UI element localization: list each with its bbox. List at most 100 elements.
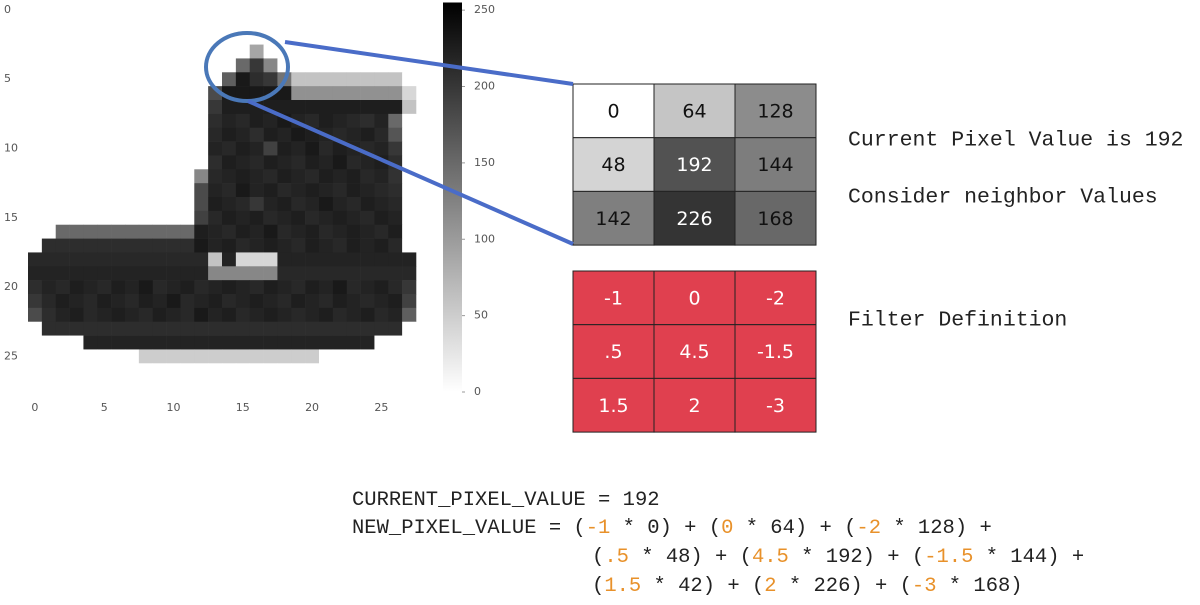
neighbor-cell [653,83,736,139]
pixel [263,58,278,73]
pixel [180,30,195,45]
pixel [402,44,417,59]
pixel [277,280,292,295]
pixel [332,335,348,350]
pixel [402,377,417,392]
pixel [277,127,292,142]
pixel [166,280,181,295]
colorbar-tick-label: 200 [474,80,495,93]
pixel [388,377,403,392]
x-tick-label: 25 [374,401,388,414]
pixel [222,349,237,364]
highlight-circle [204,31,290,103]
pixel [305,183,320,198]
pixel [180,307,195,323]
pixel [180,280,195,295]
pixel [374,16,389,32]
pixel [152,183,167,198]
pixel [291,363,306,378]
pixel [388,294,403,309]
pixel [305,238,320,253]
pixel [55,197,70,212]
pixel [83,100,98,115]
pixel [374,238,389,253]
pixel [55,72,70,87]
pixel [360,363,375,378]
pixel [55,86,70,101]
pixel [55,224,70,239]
pixel [263,349,278,364]
pixel [97,127,112,142]
pixel [332,238,348,253]
pixel [138,197,154,212]
pixel [319,252,334,267]
pixel [346,113,361,129]
pixel [402,266,417,281]
pixel [374,58,389,73]
pixel [83,155,98,170]
pixel [180,252,195,267]
pixel [235,210,251,226]
pixel [388,44,403,59]
filter-cell [734,270,817,326]
pixel [152,252,167,267]
pixel [28,307,43,323]
pixel [69,100,84,115]
pixel [291,335,306,350]
filter-cell [734,377,817,433]
pixel [138,377,154,392]
pixel [319,238,334,253]
pixel [69,72,84,87]
pixel [41,141,57,156]
pixel [41,363,57,378]
pixel [235,3,251,18]
pixel [125,252,140,267]
pixel [305,224,320,239]
pixel [97,280,112,295]
pixel [55,100,70,115]
note: Current Pixel Value is 192 [848,129,1183,153]
pixel [83,72,98,87]
pixel [346,72,361,87]
pixel [291,307,306,323]
pixel [180,100,195,115]
pixel [263,3,278,18]
pixel [28,183,43,198]
pixel [388,3,403,18]
pixel [83,252,98,267]
pixel [41,335,57,350]
filter-term: -2 [856,517,881,540]
pixel [180,169,195,184]
pixel [138,86,154,101]
pixel [83,58,98,73]
pixel [388,113,403,129]
pixel [83,238,98,253]
pixel [249,86,264,101]
pixel [125,3,140,18]
pixel [208,321,223,336]
pixel [249,16,264,32]
pixel [402,238,417,253]
pixel [319,169,334,184]
pixel [152,238,167,253]
pixel [263,169,278,184]
pixel [291,16,306,32]
pixel [263,127,278,142]
pixel [28,252,43,267]
colorbar-tick-label: 100 [474,232,495,245]
pixel [222,335,237,350]
pixel [180,72,195,87]
pixel [402,335,417,350]
pixel [111,238,126,253]
pixel [360,280,375,295]
pixel [138,363,154,378]
pixel [332,30,348,45]
formula-line: NEW_PIXEL_VALUE = (-1 * 0) + (0 * 64) + … [352,517,992,540]
pixel [28,141,43,156]
pixel [28,321,43,336]
pixel [125,30,140,45]
pixel [28,238,43,253]
pixel [235,86,251,101]
filter-value: 4.5 [679,341,709,363]
pixel [180,44,195,59]
